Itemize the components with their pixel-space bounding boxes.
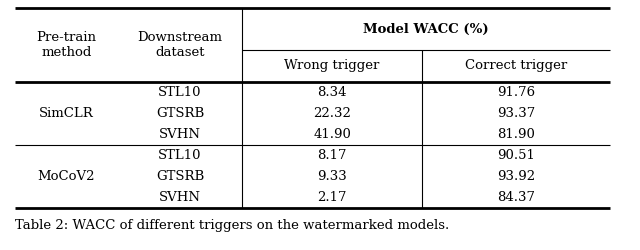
Text: STL10: STL10 [158,149,202,162]
Text: STL10: STL10 [158,86,202,99]
Text: Downstream
dataset: Downstream dataset [138,31,223,59]
Text: 8.17: 8.17 [317,149,347,162]
Text: Wrong trigger: Wrong trigger [284,60,380,72]
Text: 41.90: 41.90 [313,128,351,141]
Text: 93.92: 93.92 [497,170,535,183]
Text: 2.17: 2.17 [317,191,347,204]
Text: Correct trigger: Correct trigger [465,60,567,72]
Text: SimCLR: SimCLR [39,107,94,120]
Text: Pre-train
method: Pre-train method [36,31,97,59]
Text: 81.90: 81.90 [497,128,535,141]
Text: 9.33: 9.33 [317,170,347,183]
Text: SVHN: SVHN [159,128,201,141]
Text: SVHN: SVHN [159,191,201,204]
Text: GTSRB: GTSRB [156,170,204,183]
Text: 90.51: 90.51 [497,149,535,162]
Text: 8.34: 8.34 [317,86,347,99]
Text: Table 2: WACC of different triggers on the watermarked models.: Table 2: WACC of different triggers on t… [15,218,449,232]
Text: 93.37: 93.37 [497,107,535,120]
Text: Model WACC (%): Model WACC (%) [363,22,489,36]
Text: 84.37: 84.37 [497,191,535,204]
Text: MoCoV2: MoCoV2 [38,170,95,183]
Text: 91.76: 91.76 [497,86,535,99]
Text: GTSRB: GTSRB [156,107,204,120]
Text: 22.32: 22.32 [313,107,351,120]
